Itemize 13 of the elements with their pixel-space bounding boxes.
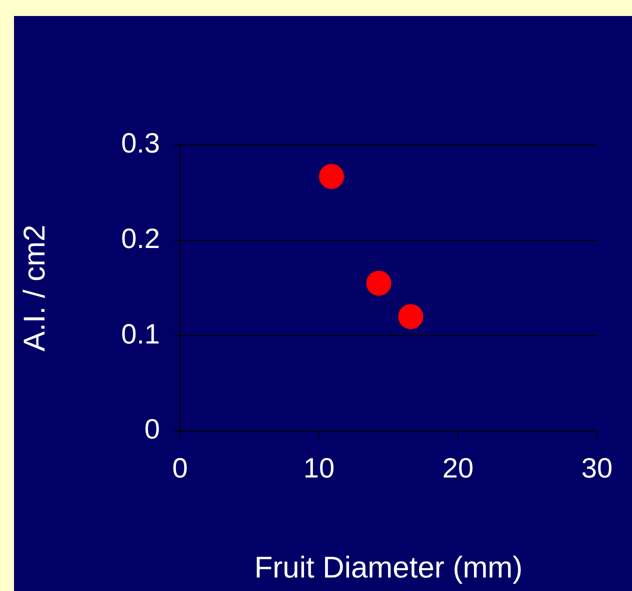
point xyxy=(319,164,344,189)
y-tick-label: 0.2 xyxy=(121,223,160,254)
x-tick-label: 20 xyxy=(442,452,474,484)
x-tick-label: 0 xyxy=(172,452,188,484)
x-axis-title: Fruit Diameter (mm) xyxy=(254,551,523,584)
y-tick-label: 0.1 xyxy=(121,318,160,350)
x-tick-label: 30 xyxy=(581,452,613,484)
point xyxy=(398,304,424,330)
y-axis-title: A.I. / cm2 xyxy=(18,224,52,352)
y-tick-label: 0.3 xyxy=(121,128,160,159)
point xyxy=(366,270,392,296)
x-tick-label: 10 xyxy=(303,452,335,484)
y-tick-label: 0 xyxy=(144,414,160,445)
